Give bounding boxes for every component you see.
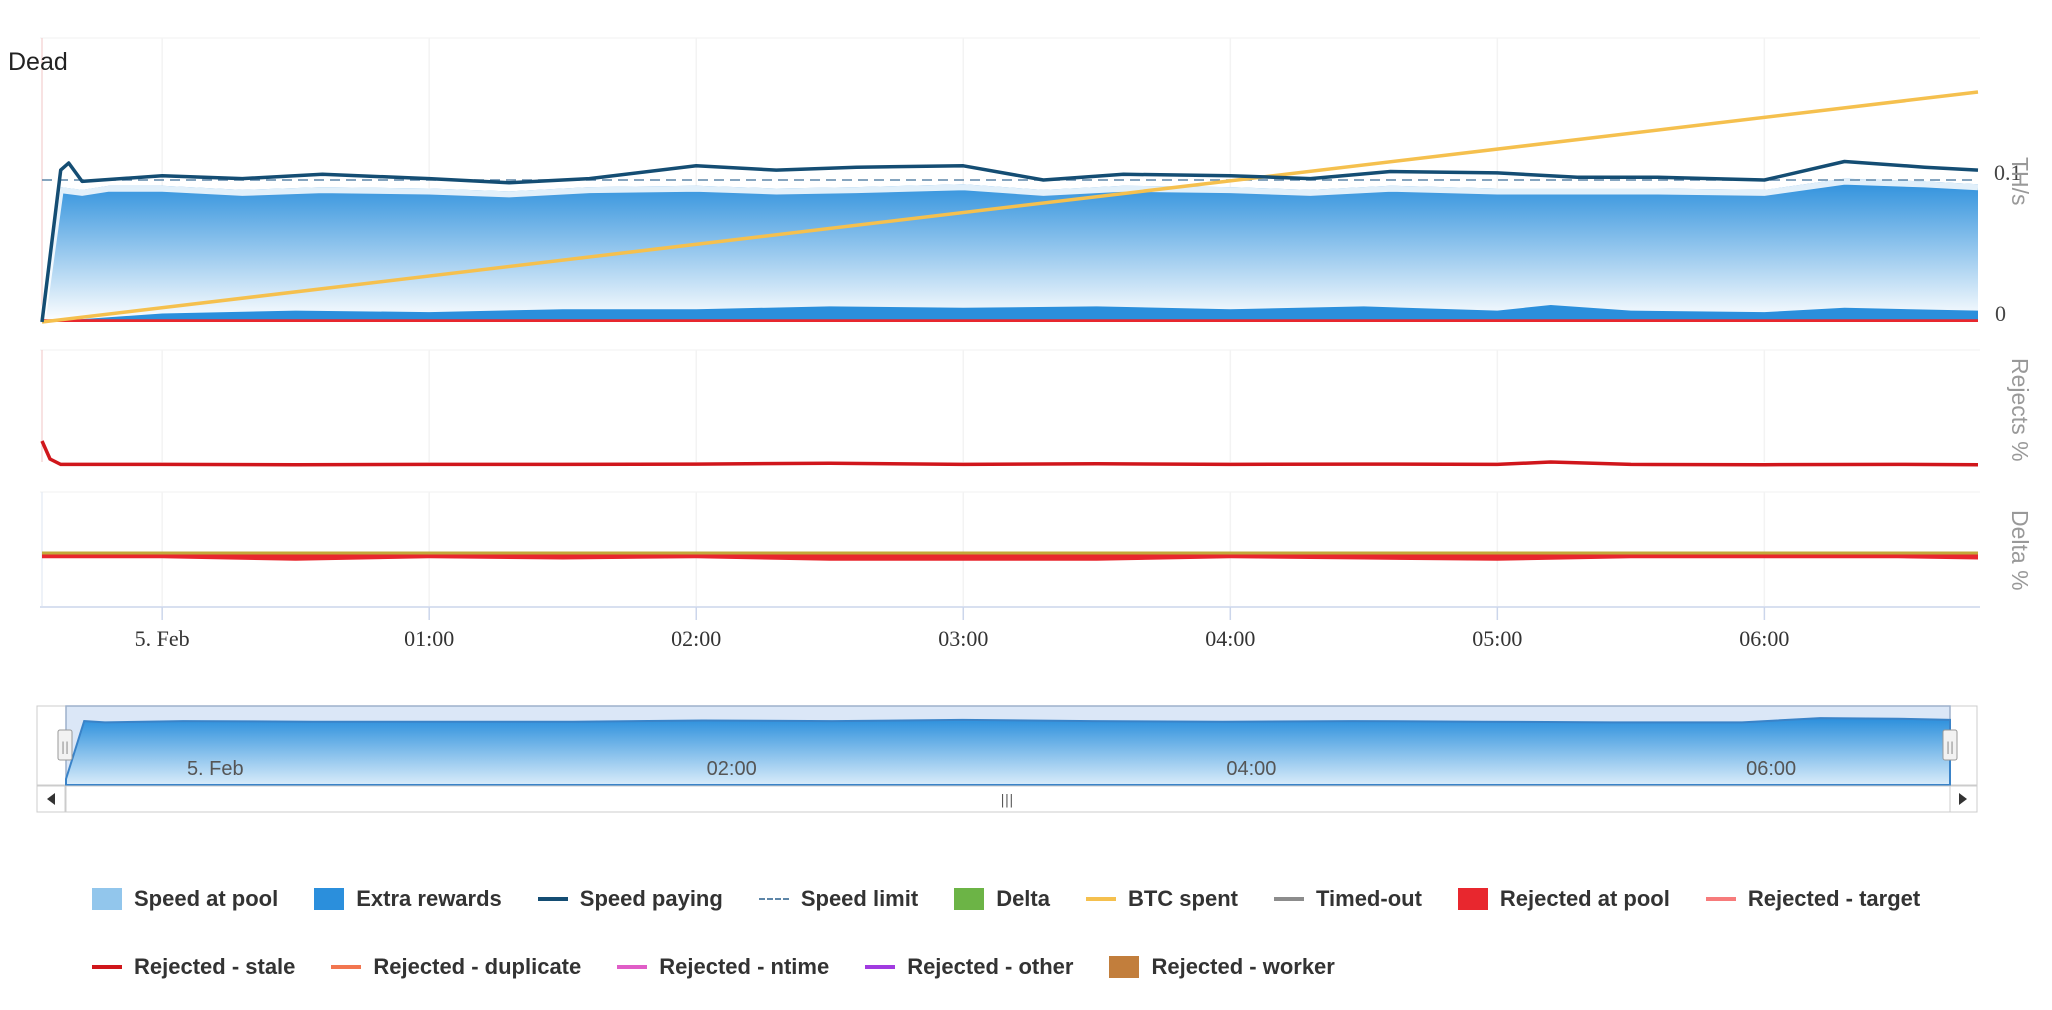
- legend-label: Rejected - other: [907, 954, 1074, 979]
- navigator-series-area: [65, 717, 1951, 786]
- btc-spent-line: [41, 90, 1979, 324]
- x-tick-label: 05:00: [1472, 626, 1522, 651]
- legend-item-timed-out[interactable]: Timed-out: [1273, 886, 1422, 912]
- legend-item-speed-limit[interactable]: Speed limit: [758, 886, 919, 912]
- y-tick-0-1: 0.1: [1994, 160, 2022, 185]
- legend-label: Timed-out: [1315, 886, 1422, 911]
- legend-label: Speed limit: [800, 886, 919, 911]
- legend-item-speed-paying[interactable]: Speed paying: [537, 886, 723, 912]
- navigator-tick-label: 5. Feb: [187, 758, 244, 780]
- legend-item-rejected-duplicate[interactable]: Rejected - duplicate: [331, 954, 581, 980]
- dead-label: Dead: [8, 48, 68, 76]
- legend-symbol: [92, 888, 122, 910]
- rejected-stale-line: [40, 440, 1979, 467]
- legend-label: Rejected - stale: [134, 954, 296, 979]
- x-axis-ticks: 5. Feb 01:00 02:00 03:00 04:00 05:00 06:00: [135, 607, 1789, 651]
- legend-item-btc-spent[interactable]: BTC spent: [1085, 886, 1238, 912]
- legend-label: Rejected - target: [1747, 886, 1921, 911]
- extra-rewards-area: [42, 305, 1978, 322]
- legend-label: Rejected - worker: [1151, 954, 1335, 979]
- legend-label: Rejected - ntime: [659, 954, 830, 979]
- speed-at-pool-area: [42, 178, 1978, 322]
- y-tick-0: 0: [1995, 301, 2006, 326]
- legend-symbol: [1705, 897, 1736, 901]
- legend-item-rejected-worker[interactable]: Rejected - worker: [1109, 954, 1335, 980]
- scrollbar-grip: |||: [1000, 793, 1013, 808]
- navigator-left-grip: ||: [61, 740, 69, 754]
- legend-symbol: [1273, 897, 1304, 901]
- rejects-axis-title: Rejects %: [2007, 358, 2033, 462]
- delta-rejected-area: [42, 553, 1978, 561]
- legend-label: Delta: [996, 886, 1050, 911]
- legend-item-extra-rewards[interactable]: Extra rewards: [314, 886, 502, 912]
- legend-symbol: [617, 965, 648, 969]
- legend-symbol: [92, 965, 122, 969]
- rejected-at-pool-area: [42, 319, 1978, 322]
- speed-axis-title: TH/s: [2007, 157, 2033, 206]
- navigator-tick-label: 06:00: [1746, 758, 1796, 780]
- legend-symbol: [758, 898, 789, 900]
- navigator-right-handle[interactable]: ||: [1942, 729, 1958, 761]
- legend-symbol: [537, 897, 568, 901]
- navigator-left-handle[interactable]: ||: [57, 729, 73, 761]
- legend-symbol: [314, 888, 345, 910]
- legend-label: Speed paying: [579, 886, 723, 911]
- legend-label: Extra rewards: [356, 886, 502, 911]
- legend-symbol: [865, 965, 896, 969]
- legend-row-1: Speed at pool Extra rewards Speed paying…: [92, 879, 1920, 919]
- x-tick-label: 02:00: [671, 626, 721, 651]
- legend-symbol: [954, 888, 985, 910]
- navigator[interactable]: 5. Feb 02:00 04:00 06:00 || || |||: [36, 705, 1978, 813]
- delta-axis-title: Delta %: [2007, 510, 2033, 591]
- speed-panel: [39, 90, 1979, 326]
- x-tick-label: 03:00: [938, 626, 988, 651]
- speed-at-pool-edge: [39, 178, 1979, 326]
- legend: Speed at pool Extra rewards Speed paying…: [92, 879, 2052, 979]
- arrow-left-icon: [47, 793, 55, 805]
- legend-symbol: [331, 965, 362, 969]
- legend-item-rejected-stale[interactable]: Rejected - stale: [92, 954, 295, 980]
- scroll-left-button[interactable]: [36, 785, 66, 813]
- x-tick-label: 01:00: [404, 626, 454, 651]
- legend-symbol: [1457, 888, 1488, 910]
- navigator-right-grip: ||: [1946, 740, 1954, 754]
- legend-symbol: [1109, 956, 1140, 978]
- legend-label: Rejected at pool: [1499, 886, 1670, 911]
- legend-symbol: [1085, 897, 1116, 901]
- navigator-tick-label: 04:00: [1226, 758, 1276, 780]
- legend-label: Speed at pool: [134, 886, 279, 911]
- legend-row-2: Rejected - stale Rejected - duplicate Re…: [92, 947, 1371, 987]
- legend-label: BTC spent: [1127, 886, 1238, 911]
- x-tick-label: 04:00: [1205, 626, 1255, 651]
- navigator-ticks: 5. Feb 02:00 04:00 06:00: [187, 758, 1796, 780]
- legend-label: Rejected - duplicate: [373, 954, 582, 979]
- legend-item-rejected-ntime[interactable]: Rejected - ntime: [617, 954, 829, 980]
- legend-item-rejected-target[interactable]: Rejected - target: [1705, 886, 1921, 912]
- legend-item-rejected-at-pool[interactable]: Rejected at pool: [1457, 886, 1670, 912]
- navigator-tick-label: 02:00: [707, 758, 757, 780]
- x-tick-label: 5. Feb: [135, 626, 190, 651]
- legend-item-speed-at-pool[interactable]: Speed at pool: [92, 886, 278, 912]
- x-tick-label: 06:00: [1739, 626, 1789, 651]
- scroll-right-button[interactable]: [1949, 785, 1978, 813]
- arrow-right-icon: [1959, 793, 1967, 805]
- legend-item-rejected-other[interactable]: Rejected - other: [865, 954, 1073, 980]
- legend-item-delta[interactable]: Delta: [954, 886, 1050, 912]
- speed-paying-line: [40, 159, 1979, 323]
